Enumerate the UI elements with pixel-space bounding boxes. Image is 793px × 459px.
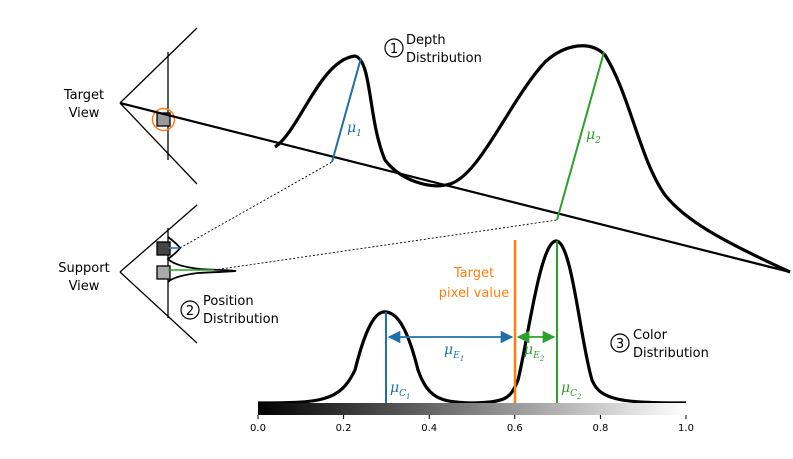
position-number: 2 xyxy=(186,304,194,319)
color-number-circle xyxy=(610,333,630,353)
position-label-line2: Distribution xyxy=(203,312,279,327)
depth-number-circle xyxy=(384,38,404,58)
color-number: 3 xyxy=(616,337,624,352)
color-distribution-curve xyxy=(257,239,687,405)
position-label-line1: Position xyxy=(203,294,254,309)
muE1-label: μE1 xyxy=(444,342,464,363)
depth-label-line1: Depth xyxy=(406,33,446,48)
tick-label: 0.8 xyxy=(592,423,608,434)
position-distribution-curve xyxy=(166,236,237,283)
position-number-circle xyxy=(180,300,200,320)
muE2-label: μE2 xyxy=(524,342,545,363)
muC2-label: μC2 xyxy=(561,380,582,401)
mu1-label: μ1 xyxy=(347,120,362,139)
projection-line-2 xyxy=(213,219,558,271)
support-view-label-line1: Support xyxy=(58,261,109,276)
target-pixel-label-line1: Target xyxy=(453,266,494,281)
support-pixel-light xyxy=(156,265,171,280)
target-view-label-line2: View xyxy=(69,106,100,121)
mu1-line xyxy=(331,57,362,163)
target-view-label-line1: Target xyxy=(63,88,104,103)
color-label-line1: Color xyxy=(633,328,668,343)
tick-label: 0.0 xyxy=(250,423,266,434)
projection-line-1 xyxy=(179,161,333,249)
target-pixel-label-line2: pixel value xyxy=(439,286,509,301)
target-ray xyxy=(119,101,791,274)
target-pixel-highlight-circle xyxy=(151,107,176,132)
tick-label: 0.6 xyxy=(507,423,523,434)
muC1-label: μC1 xyxy=(390,380,410,401)
colorbar-ticks xyxy=(257,415,687,419)
color-label-line2: Distribution xyxy=(633,346,709,361)
depth-label-line2: Distribution xyxy=(406,51,482,66)
support-view-label-line2: View xyxy=(69,279,100,294)
target-camera xyxy=(119,27,198,185)
mu2-label: μ2 xyxy=(586,127,601,146)
depth-distribution-curve xyxy=(274,44,791,274)
tick-label: 0.4 xyxy=(421,423,437,434)
mu2-line xyxy=(556,51,605,221)
tick-label: 1.0 xyxy=(678,423,694,434)
tick-label: 0.2 xyxy=(336,423,352,434)
depth-number: 1 xyxy=(390,42,398,57)
colorbar xyxy=(258,403,686,415)
